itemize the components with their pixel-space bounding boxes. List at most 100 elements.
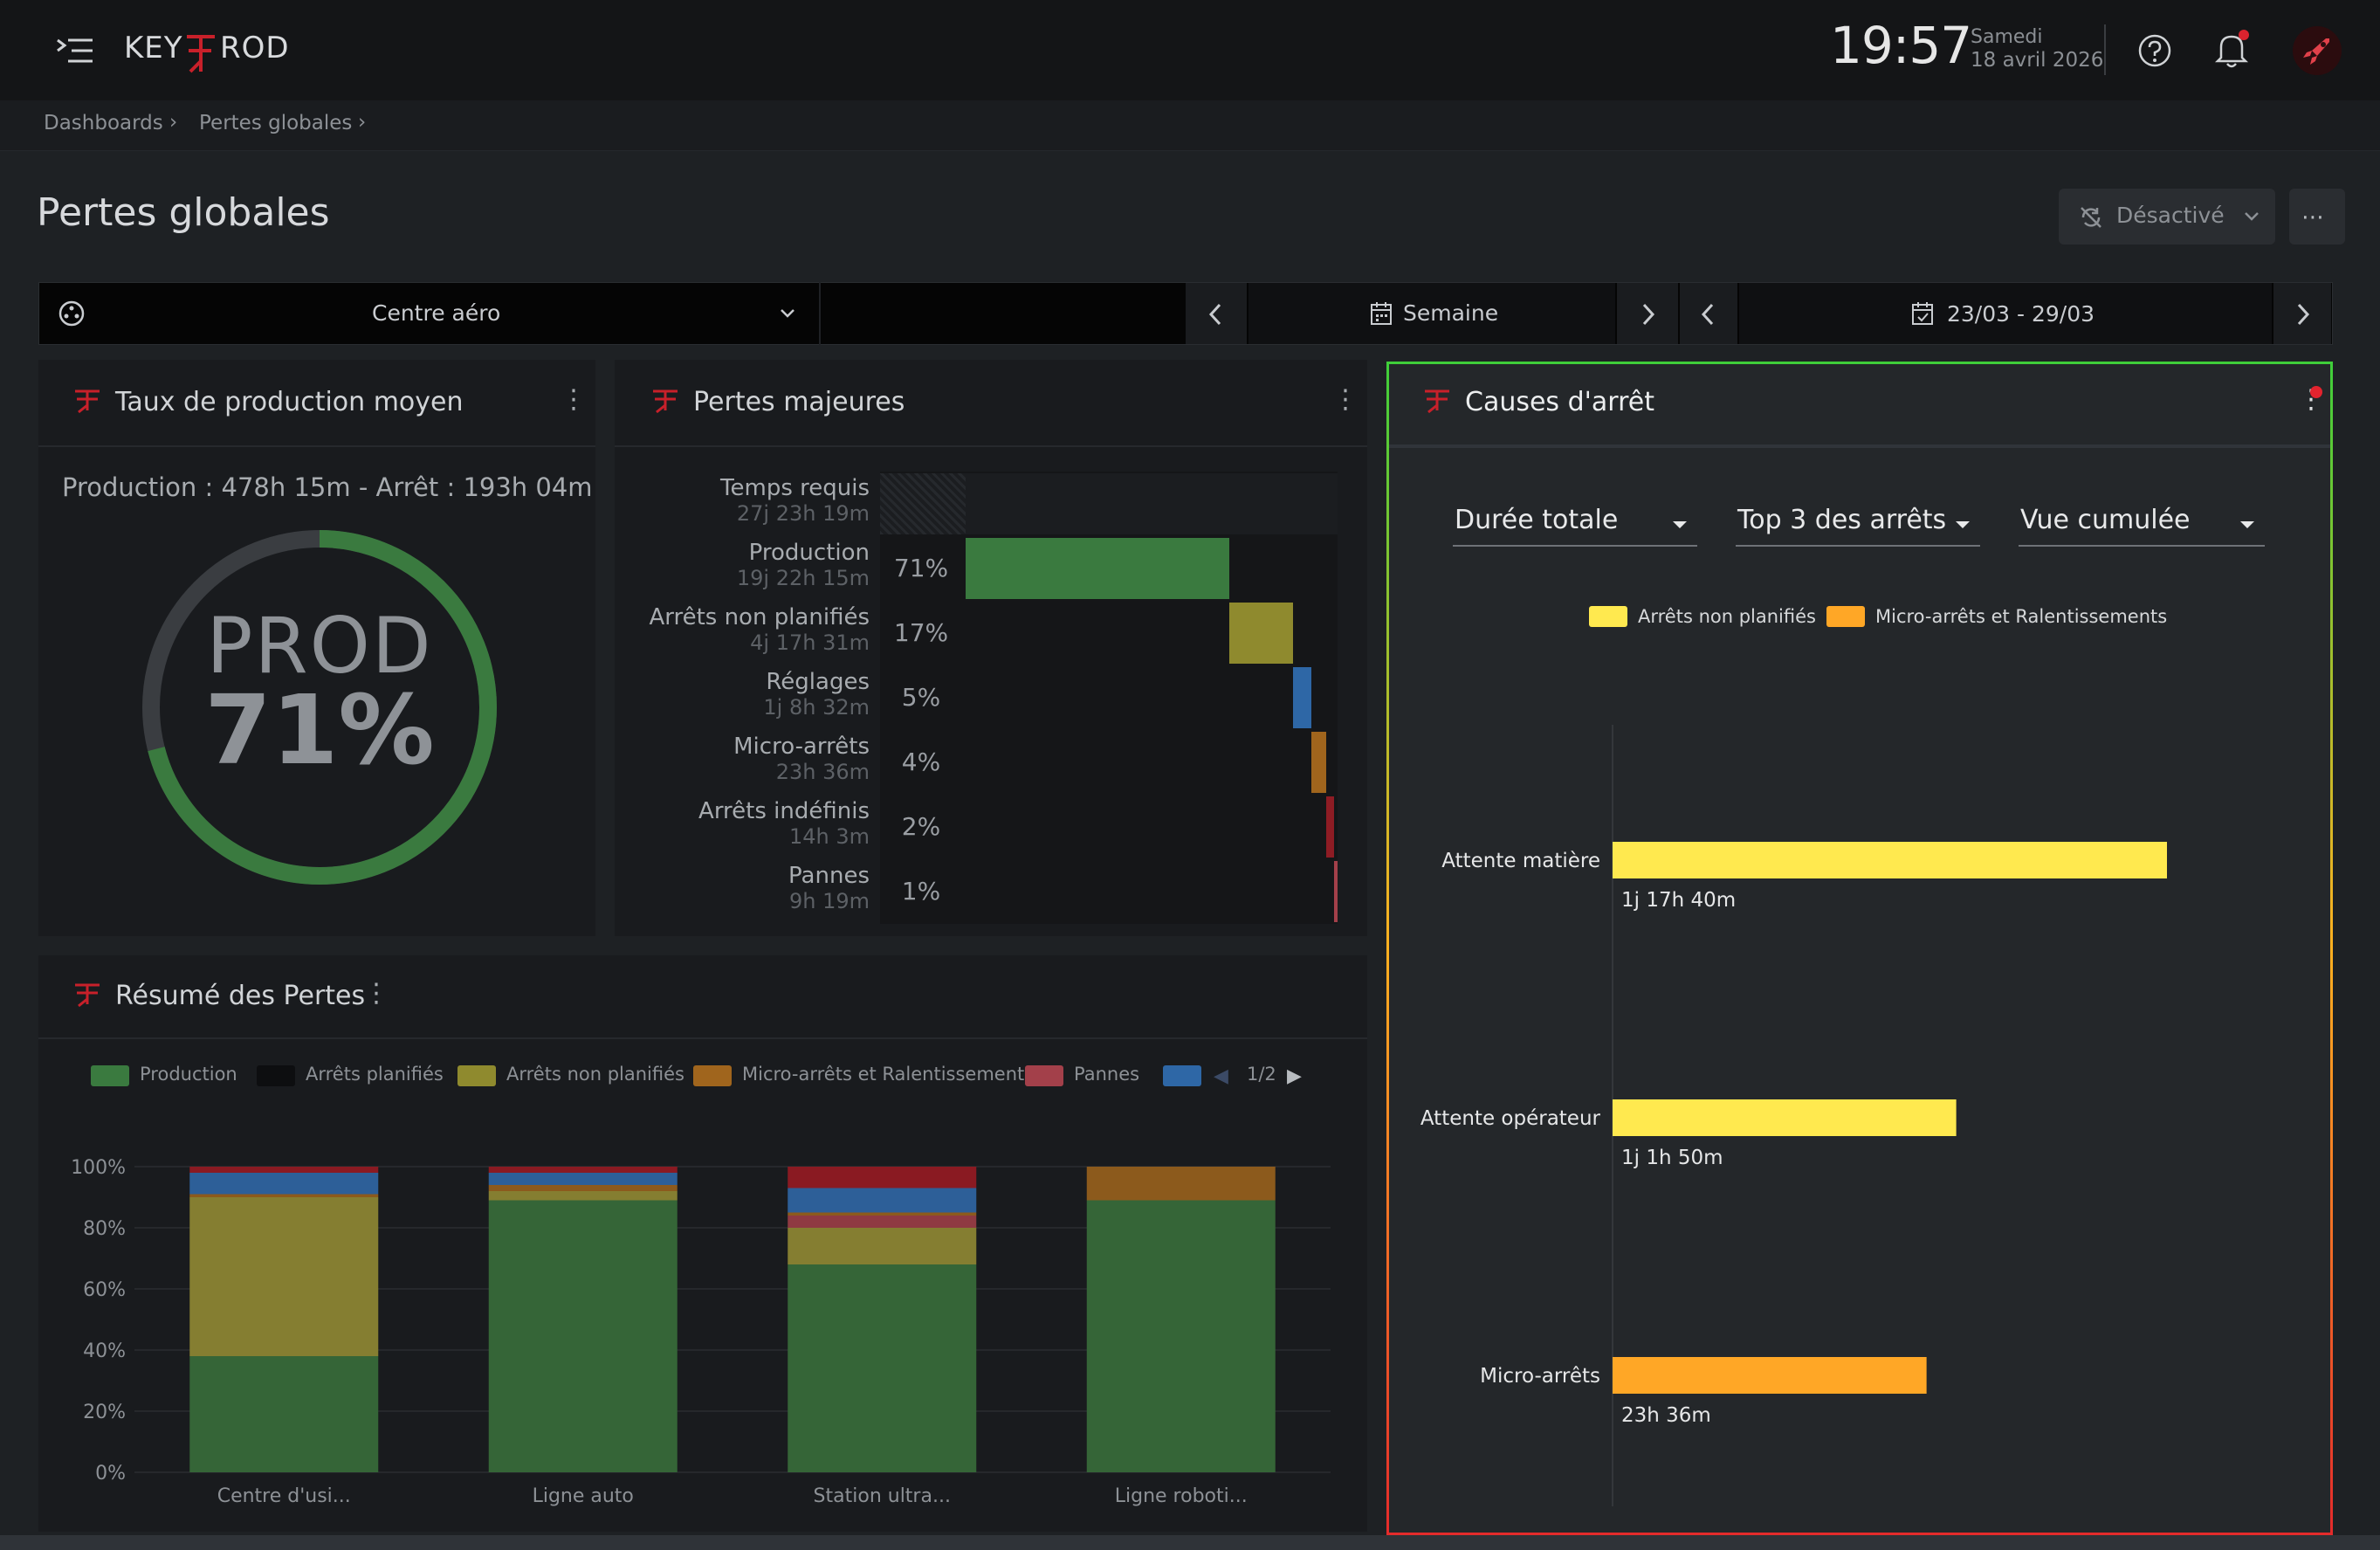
- waterfall-row-duration: 23h 36m: [775, 760, 870, 784]
- refresh-off-icon: [2078, 204, 2104, 234]
- more-options-button[interactable]: ⋯: [2289, 189, 2345, 245]
- stacked-bar-segment[interactable]: [488, 1185, 678, 1191]
- stacked-bar-segment[interactable]: [788, 1264, 977, 1472]
- chevron-right-icon: [1642, 303, 1655, 326]
- legend-swatch: [1163, 1065, 1201, 1086]
- waterfall-chart: Temps requis 27j 23h 19m Production 19j 22h…: [615, 472, 1367, 926]
- summary-legend: Production Arrêts planifiés Arrêts non pla…: [91, 1064, 1331, 1090]
- waterfall-bar[interactable]: [966, 538, 1230, 599]
- chevron-left-icon: [1208, 303, 1221, 326]
- y-tick-label: 40%: [83, 1340, 126, 1362]
- more-horizontal-icon: ⋯: [2301, 204, 2324, 231]
- legend-next-icon[interactable]: ▶: [1287, 1065, 1302, 1087]
- legend-label[interactable]: Pannes: [1074, 1064, 1140, 1085]
- stacked-bar-chart: 0% 20% 40% 60% 80% 100% Centre d'usi... Ligne a…: [71, 1157, 1331, 1507]
- help-icon[interactable]: [2137, 33, 2172, 68]
- waterfall-bar[interactable]: [1229, 603, 1293, 664]
- stacked-bar-segment[interactable]: [788, 1212, 977, 1216]
- waterfall-bar[interactable]: [1292, 667, 1312, 728]
- stacked-bar-segment[interactable]: [788, 1216, 977, 1228]
- user-avatar[interactable]: [2293, 26, 2342, 75]
- chevron-down-icon: [779, 307, 796, 323]
- auto-refresh-dropdown[interactable]: Désactivé: [2059, 189, 2275, 245]
- widget-stop-causes: [1386, 362, 2333, 1535]
- calendar-check-icon: [1910, 300, 1935, 330]
- widget-header: [1389, 364, 2330, 448]
- waterfall-bar[interactable]: [1333, 861, 1338, 922]
- legend-label[interactable]: Production: [140, 1064, 237, 1085]
- metric-select[interactable]: Durée totale: [1453, 499, 1697, 547]
- waterfall-row-duration: 9h 19m: [788, 889, 870, 913]
- select-underline: [1736, 545, 1980, 547]
- view-select[interactable]: Vue cumulée: [2019, 499, 2265, 547]
- top-select[interactable]: Top 3 des arrêts: [1736, 499, 1980, 547]
- stacked-bar-segment[interactable]: [788, 1188, 977, 1213]
- x-tick-label: Station ultra...: [814, 1485, 951, 1507]
- widget-menu-icon[interactable]: ⋮: [363, 978, 389, 1009]
- stacked-bar-segment[interactable]: [189, 1173, 379, 1195]
- widget-title: Résumé des Pertes: [115, 981, 366, 1011]
- cause-bar[interactable]: [1613, 1357, 1927, 1394]
- keyprod-logo[interactable]: KEY ROD: [124, 26, 325, 79]
- waterfall-bar[interactable]: [1311, 732, 1327, 793]
- waterfall-row-percent: 71%: [893, 554, 949, 582]
- legend-prev-icon[interactable]: ◀: [1214, 1065, 1228, 1087]
- stacked-bar-segment[interactable]: [488, 1167, 678, 1173]
- widget-menu-icon[interactable]: ⋮: [1332, 384, 1359, 415]
- stacked-bar-segment[interactable]: [189, 1356, 379, 1472]
- select-underline: [1453, 545, 1697, 547]
- menu-toggle-icon[interactable]: [54, 33, 96, 68]
- breadcrumb-dashboards[interactable]: Dashboards: [44, 112, 163, 134]
- cause-bar[interactable]: [1613, 842, 2167, 878]
- waterfall-row-label: Production: [748, 540, 870, 566]
- stacked-bar-segment[interactable]: [788, 1167, 977, 1188]
- site-selector[interactable]: Centre aéro: [38, 282, 821, 345]
- period-label: Semaine: [1403, 300, 1499, 326]
- range-prev-button[interactable]: [1680, 283, 1737, 344]
- stacked-bar-segment[interactable]: [788, 1228, 977, 1264]
- waterfall-bar[interactable]: [880, 473, 966, 534]
- stacked-bar-segment[interactable]: [189, 1167, 379, 1173]
- breadcrumb-separator: ›: [358, 111, 367, 134]
- legend-label[interactable]: Arrêts non planifiés: [1638, 606, 1816, 627]
- breadcrumb-pertes-globales[interactable]: Pertes globales: [199, 112, 353, 134]
- stacked-bar-segment[interactable]: [1086, 1200, 1276, 1473]
- legend-swatch: [693, 1065, 732, 1086]
- legend-label[interactable]: Arrêts non planifiés: [506, 1064, 684, 1085]
- breadcrumb-separator: ›: [169, 111, 178, 134]
- auto-refresh-label: Désactivé: [2116, 203, 2225, 228]
- notifications-bell-icon[interactable]: [2212, 30, 2251, 70]
- period-prev-button[interactable]: [1186, 283, 1247, 344]
- widget-header: [615, 360, 1367, 447]
- legend-label[interactable]: Micro-arrêts et Ralentissements: [1875, 606, 2168, 627]
- calendar-icon: [1369, 300, 1393, 330]
- period-next-button[interactable]: [1617, 283, 1678, 344]
- widget-menu-icon[interactable]: ⋮: [561, 384, 587, 415]
- stacked-bar-segment[interactable]: [488, 1200, 678, 1473]
- x-tick-label: Ligne roboti...: [1115, 1485, 1248, 1507]
- waterfall-row-duration: 4j 17h 31m: [750, 630, 870, 655]
- period-selector[interactable]: Semaine: [1248, 283, 1615, 344]
- legend-label[interactable]: Micro-arrêts et Ralentissements: [742, 1064, 1035, 1085]
- cause-value-label: 23h 36m: [1621, 1404, 1711, 1427]
- stacked-bar-segment[interactable]: [189, 1194, 379, 1198]
- waterfall-bar[interactable]: [1326, 796, 1334, 858]
- cause-bar[interactable]: [1613, 1099, 1957, 1136]
- waterfall-row-percent: 4%: [901, 747, 941, 776]
- svg-text:ROD: ROD: [220, 31, 290, 65]
- legend-label[interactable]: Arrêts planifiés: [306, 1064, 444, 1085]
- stacked-bar-segment[interactable]: [488, 1173, 678, 1185]
- chevron-down-icon: [2244, 210, 2260, 226]
- cause-label: Attente opérateur: [1420, 1107, 1601, 1130]
- clock-date: 18 avril 2026: [1971, 49, 2104, 72]
- range-next-button[interactable]: [2273, 283, 2331, 344]
- waterfall-row-label: Micro-arrêts: [733, 734, 870, 760]
- stacked-bar-segment[interactable]: [189, 1197, 379, 1356]
- stacked-bar-segment[interactable]: [488, 1191, 678, 1201]
- stacked-bar-segment[interactable]: [1086, 1167, 1276, 1201]
- widget-title: Pertes majeures: [693, 387, 905, 417]
- waterfall-row-label: Arrêts non planifiés: [649, 604, 870, 630]
- date-range-selector[interactable]: 23/03 - 29/03: [1739, 283, 2272, 344]
- waterfall-row-percent: 17%: [893, 618, 949, 647]
- widget-brand-icon: [73, 982, 103, 1011]
